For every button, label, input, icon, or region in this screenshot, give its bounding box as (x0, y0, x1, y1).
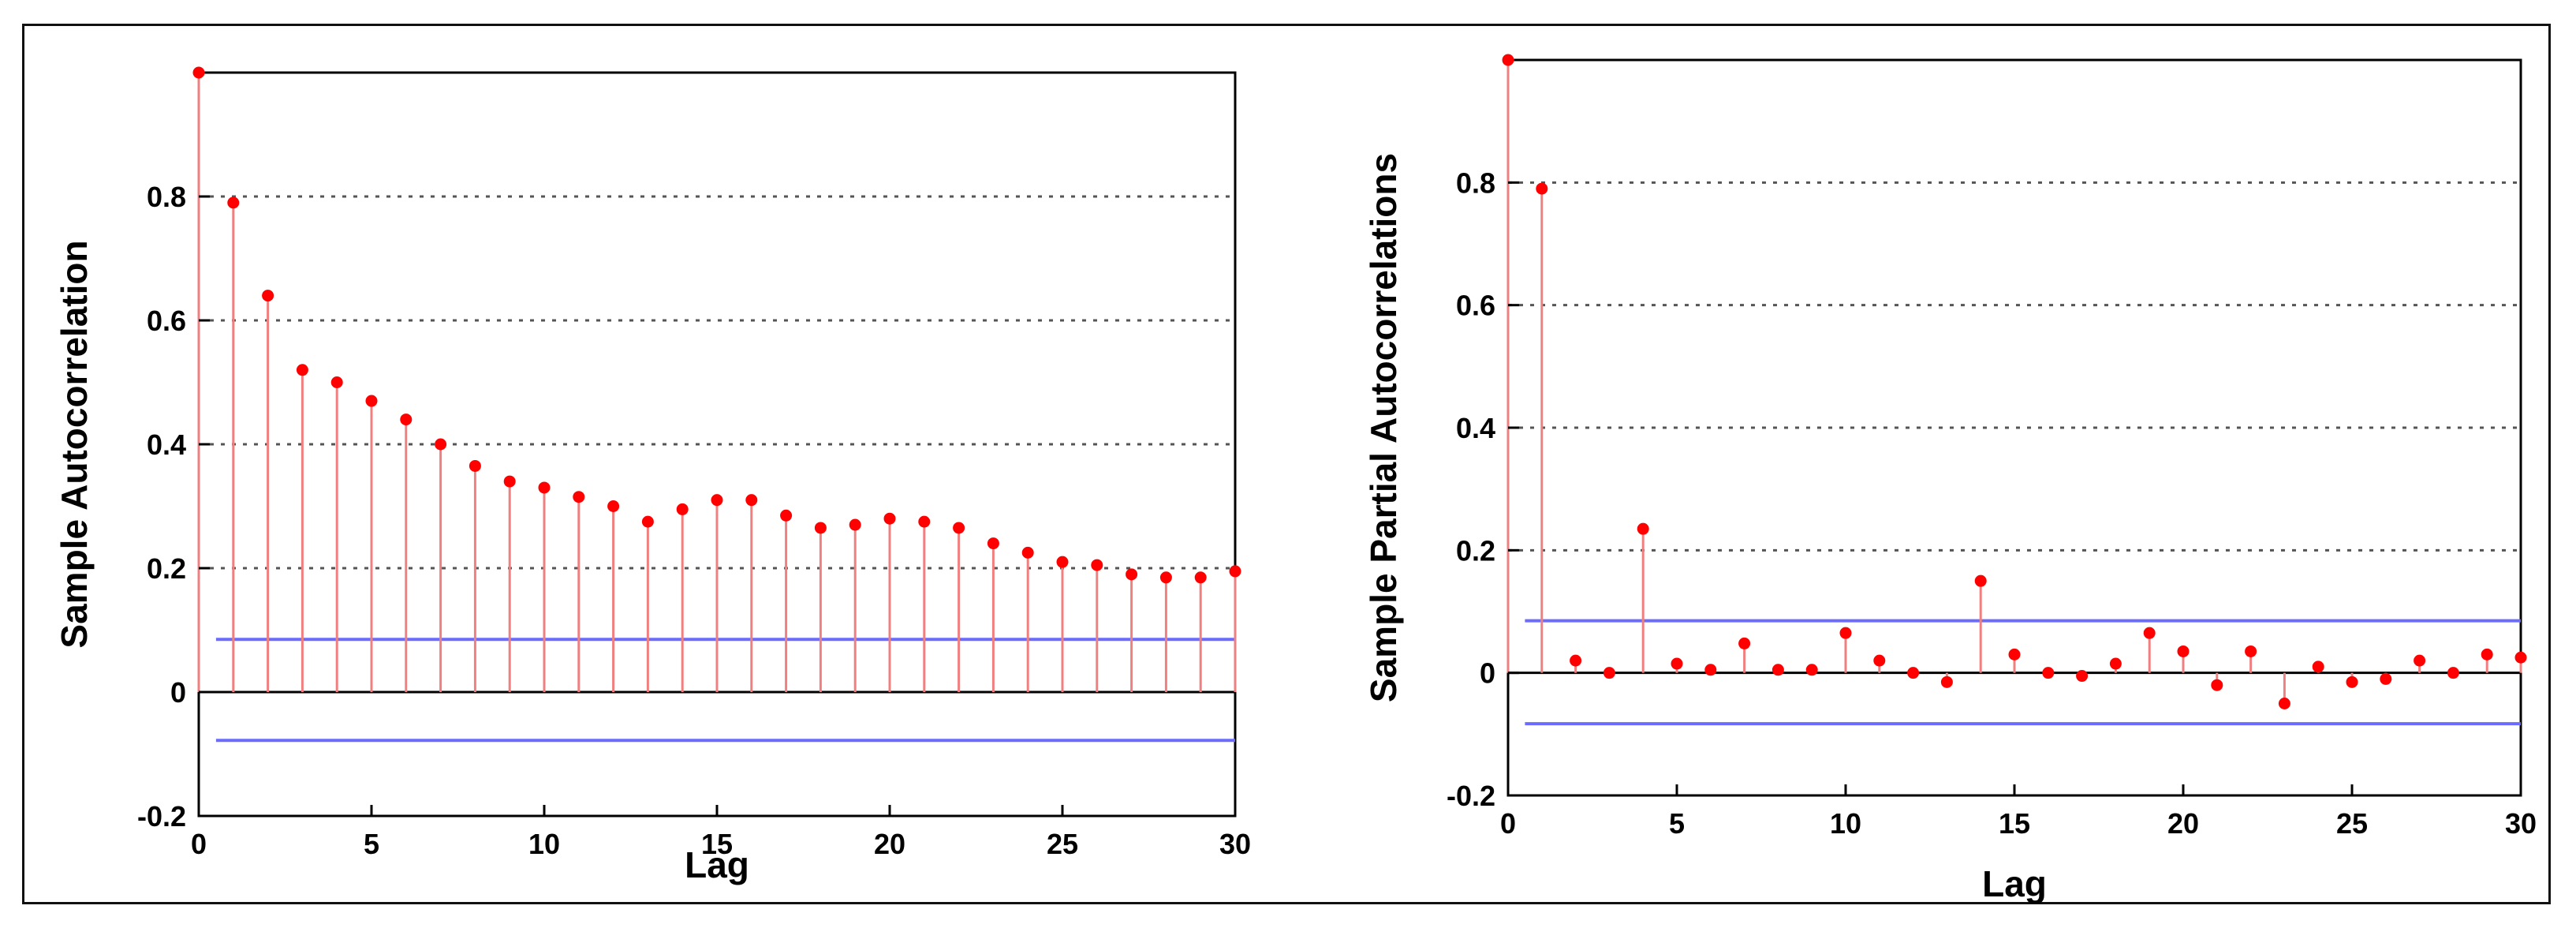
x-tick-label: 20 (874, 828, 905, 860)
stem-marker (711, 494, 723, 507)
stem-marker (2447, 667, 2459, 679)
stem-marker (2312, 660, 2324, 673)
stem-marker (2380, 672, 2392, 685)
stem-marker (780, 509, 793, 522)
stem-marker (2346, 675, 2358, 688)
stem-marker (641, 515, 654, 528)
stem-marker (2514, 651, 2527, 664)
stem-marker (1159, 571, 1172, 584)
stem-marker (1603, 667, 1615, 679)
stem-marker (1805, 664, 1818, 676)
stem-marker (1021, 546, 1034, 559)
stem-marker (814, 522, 827, 534)
stem-marker (1126, 568, 1138, 581)
stem-marker (1502, 54, 1514, 66)
stem-marker (2278, 698, 2290, 709)
axes-box (1506, 58, 2522, 797)
stem-marker (503, 475, 516, 488)
stem-marker (1536, 182, 1548, 195)
y-tick-label: 0.4 (1456, 412, 1495, 444)
stem-marker (2177, 645, 2190, 657)
stem-marker (676, 503, 689, 515)
x-tick-label: 5 (1669, 807, 1685, 840)
stem-marker (330, 376, 343, 388)
stem-marker (607, 500, 620, 512)
stem-marker (1229, 565, 1241, 578)
stem-marker (2008, 648, 2021, 660)
y-tick-label: 0.6 (147, 305, 186, 337)
y-axis-label: Sample Partial Autocorrelations (1363, 153, 1404, 702)
stem-marker (2414, 654, 2426, 667)
x-tick-label: 30 (1219, 828, 1251, 860)
stem-marker (2481, 648, 2493, 660)
stem-marker (1771, 664, 1784, 676)
stem-marker (2042, 667, 2055, 679)
x-tick-label: 25 (2336, 807, 2368, 840)
stem-marker (262, 290, 274, 302)
x-tick-label: 30 (2505, 807, 2537, 840)
stem-marker (1091, 559, 1103, 571)
stem-marker (849, 518, 861, 531)
stem-marker (2143, 627, 2156, 639)
stem-marker (469, 459, 481, 472)
x-tick-label: 0 (191, 828, 207, 860)
x-tick-label: 15 (1999, 807, 2030, 840)
x-tick-label: 5 (364, 828, 379, 860)
x-tick-label: 20 (2167, 807, 2199, 840)
stem-marker (987, 537, 999, 550)
y-tick-label: 0.8 (147, 181, 186, 213)
stem-marker (2109, 657, 2122, 670)
stem-marker (365, 395, 378, 407)
y-tick-label: 0.2 (147, 552, 186, 585)
y-tick-label: -0.2 (1447, 780, 1495, 812)
stem-marker (1637, 522, 1649, 535)
stem-marker (953, 522, 965, 534)
stem-marker (1671, 657, 1683, 670)
stem-marker (192, 66, 205, 79)
stem-marker (573, 491, 585, 503)
y-tick-label: 0.2 (1456, 534, 1495, 567)
stem-marker (296, 364, 308, 376)
y-tick-label: 0.8 (1456, 167, 1495, 199)
x-tick-label: 10 (1830, 807, 1861, 840)
stem-marker (1839, 627, 1852, 639)
x-tick-label: 0 (1500, 807, 1516, 840)
y-tick-label: 0.4 (147, 428, 186, 461)
stem-marker (745, 494, 758, 507)
x-tick-label: 15 (701, 828, 733, 860)
x-tick-label: 10 (528, 828, 560, 860)
x-axis-label: Lag (685, 844, 749, 885)
y-tick-label: -0.2 (137, 800, 186, 833)
stem-marker (1194, 571, 1207, 584)
x-tick-label: 25 (1047, 828, 1078, 860)
stem-marker (400, 413, 413, 426)
stem-marker (1974, 574, 1987, 587)
stem-marker (2076, 670, 2089, 683)
stem-marker (1873, 654, 1886, 667)
y-tick-label: 0.6 (1456, 290, 1495, 322)
stem-marker (1056, 556, 1069, 568)
stem-marker (883, 512, 896, 525)
stem-marker (2245, 645, 2257, 657)
x-axis-label: Lag (1982, 863, 2047, 904)
y-axis-label: Sample Autocorrelation (54, 240, 95, 648)
stem-marker (1738, 637, 1751, 649)
stem-marker (1940, 675, 1953, 688)
stem-marker (918, 515, 931, 528)
y-tick-label: 0 (1480, 657, 1495, 690)
stem-marker (1570, 654, 1582, 667)
figure-frame (22, 24, 2551, 904)
y-tick-label: 0 (170, 676, 186, 709)
stem-marker (1907, 667, 1920, 679)
stem-marker (435, 438, 447, 451)
stem-marker (2211, 679, 2223, 691)
stem-marker (1704, 664, 1717, 676)
stem-marker (538, 481, 551, 494)
stem-marker (227, 196, 240, 209)
